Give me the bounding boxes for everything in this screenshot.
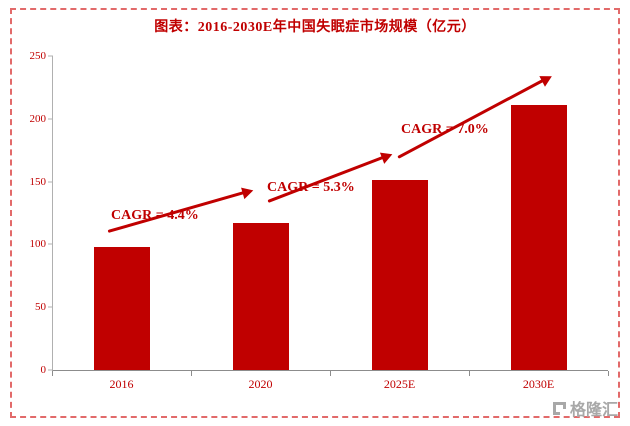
y-axis-labels: 0 50 100 150 200 250	[22, 50, 52, 376]
dashed-border-frame	[10, 8, 620, 418]
cagr-annotation-3: CAGR = 7.0%	[401, 122, 489, 137]
x-tick-mark	[469, 371, 470, 376]
y-tick-label: 0	[40, 364, 47, 376]
y-tick-mark	[48, 243, 53, 245]
y-tick-label: 250	[29, 50, 47, 62]
y-tick-mark	[48, 118, 53, 120]
arrowhead-icon	[379, 148, 395, 164]
y-tick-mark	[48, 306, 53, 308]
cagr-annotation-1: CAGR = 4.4%	[111, 208, 199, 223]
y-tick-label: 100	[29, 238, 47, 251]
bar-2025E	[371, 180, 428, 370]
gelonghui-logo-icon	[552, 401, 566, 415]
x-tick-label: 2025E	[383, 377, 416, 391]
x-tick-label: 2030E	[522, 377, 555, 391]
x-tick-mark	[52, 371, 53, 376]
y-tick-label: 50	[35, 301, 46, 314]
x-tick-mark	[608, 371, 609, 376]
x-tick-label: 2016	[109, 377, 134, 391]
chart-title: 图表：2016-2030E年中国失眠症市场规模（亿元）	[154, 20, 476, 35]
x-tick-label: 2020	[248, 377, 273, 391]
y-tick-label: 150	[29, 175, 47, 188]
y-tick-mark	[48, 369, 53, 371]
bar-2030E	[510, 104, 567, 370]
y-tick-mark	[48, 181, 53, 183]
x-tick-mark	[330, 371, 331, 376]
plot-area: CAGR = 4.4% CAGR = 5.3% CAGR = 7.0%	[48, 55, 608, 371]
bar-2020	[233, 223, 290, 370]
bar-2016	[94, 246, 151, 370]
y-tick-mark	[48, 55, 53, 57]
cagr-annotation-2: CAGR = 5.3%	[267, 180, 355, 195]
y-tick-label: 200	[29, 112, 47, 125]
watermark: 格隆汇	[552, 396, 618, 420]
arrowhead-icon	[240, 184, 255, 199]
x-axis-labels: 2016 2020 2025E 2030E	[52, 371, 609, 395]
chart: 0 50 100 150 200 250 CAGR = 4.4% CAGR = 5.3% …	[22, 50, 609, 395]
watermark-text: 格隆汇	[569, 402, 618, 419]
arrowhead-icon	[539, 70, 555, 87]
x-tick-mark	[191, 371, 192, 376]
